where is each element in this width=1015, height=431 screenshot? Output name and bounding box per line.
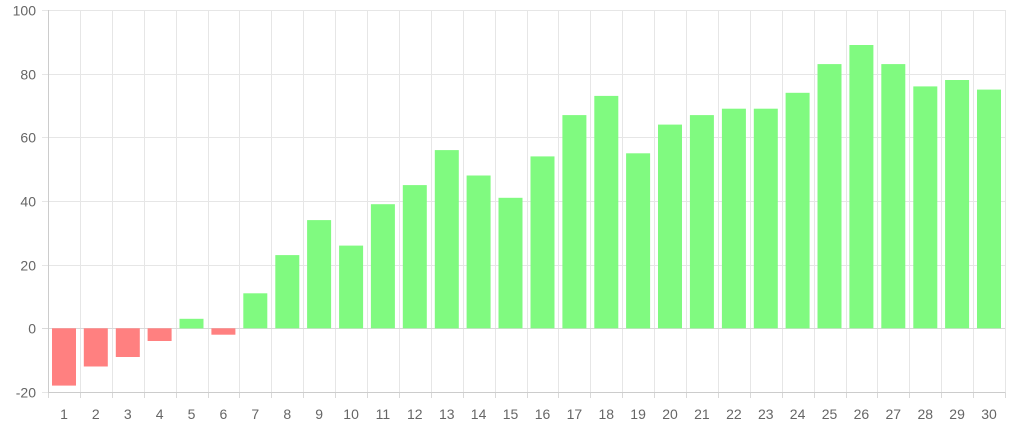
bar-9 [307, 220, 332, 329]
x-tick-label: 10 [343, 406, 359, 422]
bar-28 [913, 86, 938, 329]
bar-30 [977, 89, 1001, 329]
x-tick-label: 22 [726, 406, 742, 422]
x-tick-label: 1 [60, 406, 68, 422]
y-tick-label: 60 [20, 130, 36, 146]
bar-1 [52, 328, 76, 386]
y-tick-label: 40 [20, 194, 36, 210]
x-tick-label: 18 [599, 406, 615, 422]
bar-23 [753, 108, 778, 329]
bar-10 [339, 245, 364, 329]
bar-18 [594, 95, 619, 329]
bar-26 [849, 45, 874, 329]
x-tick-label: 2 [92, 406, 100, 422]
bar-11 [370, 204, 395, 329]
x-tick-label: 21 [694, 406, 710, 422]
x-tick-label: 17 [567, 406, 583, 422]
x-tick-label: 16 [535, 406, 551, 422]
x-tick-label: 3 [124, 406, 132, 422]
bar-4 [147, 328, 172, 341]
x-tick-label: 15 [503, 406, 519, 422]
x-tick-label: 23 [758, 406, 774, 422]
x-tick-label: 11 [376, 406, 391, 422]
x-tick-label: 28 [918, 406, 934, 422]
bar-5 [179, 318, 204, 329]
x-tick-label: 29 [949, 406, 965, 422]
x-tick-label: 13 [439, 406, 455, 422]
bar-12 [402, 185, 427, 329]
x-tick-label: 19 [630, 406, 646, 422]
bar-22 [721, 108, 746, 329]
x-tick-label: 25 [822, 406, 838, 422]
bar-14 [466, 175, 491, 329]
bar-6 [211, 328, 236, 335]
x-tick-label: 8 [283, 406, 291, 422]
bar-27 [881, 64, 906, 329]
x-tick-label: 26 [854, 406, 870, 422]
x-tick-label: 24 [790, 406, 806, 422]
y-tick-label: 100 [13, 3, 37, 19]
bar-17 [562, 115, 587, 329]
x-tick-label: 14 [471, 406, 487, 422]
y-tick-label: 0 [28, 321, 36, 337]
gridlines [42, 10, 1006, 398]
y-tick-label: 80 [20, 67, 36, 83]
y-axis-tick-labels: 100 80 60 40 20 0 -20 [13, 3, 37, 401]
x-tick-label: 30 [981, 406, 997, 422]
bar-8 [275, 255, 300, 329]
x-tick-label: 27 [886, 406, 902, 422]
x-tick-label: 5 [188, 406, 196, 422]
y-tick-label: 20 [20, 258, 36, 274]
bar-7 [243, 293, 268, 329]
bars [52, 45, 1001, 386]
bar-29 [945, 80, 970, 329]
bar-21 [689, 115, 714, 329]
bar-3 [115, 328, 140, 357]
bar-2 [83, 328, 108, 367]
x-tick-label: 9 [315, 406, 323, 422]
bar-19 [626, 153, 651, 329]
bar-20 [658, 124, 682, 329]
x-tick-label: 20 [662, 406, 678, 422]
bar-25 [817, 64, 842, 329]
x-tick-label: 4 [156, 406, 164, 422]
y-tick-label: -20 [16, 385, 36, 401]
bar-15 [498, 197, 523, 329]
x-tick-label: 7 [251, 406, 259, 422]
x-tick-label: 12 [407, 406, 423, 422]
bar-24 [785, 92, 810, 329]
bar-16 [530, 156, 555, 329]
x-axis-tick-labels: 1 2 3 4 5 6 7 8 9 10 11 12 13 14 15 16 17 18 19 20 21 22 23 24 2… [60, 406, 997, 422]
x-tick-label: 6 [220, 406, 228, 422]
bar-13 [434, 150, 459, 329]
